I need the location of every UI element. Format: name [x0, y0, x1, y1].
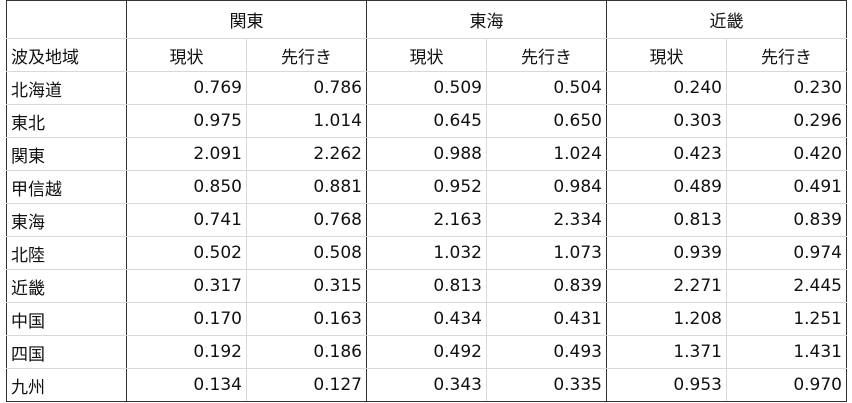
value-cell: 2.334	[486, 203, 607, 237]
column-header: 先行き	[726, 38, 847, 72]
value-cell: 0.423	[606, 137, 727, 171]
value-cell: 1.251	[726, 302, 847, 336]
value-cell: 2.163	[366, 203, 487, 237]
data-row: 九州 0.134 0.127 0.343 0.335 0.953 0.970	[6, 368, 847, 402]
value-cell: 0.493	[486, 335, 607, 369]
data-row: 中国 0.170 0.163 0.434 0.431 1.208 1.251	[6, 302, 847, 336]
value-cell: 0.768	[246, 203, 367, 237]
value-cell: 1.014	[246, 104, 367, 138]
value-cell: 0.939	[606, 236, 727, 270]
value-cell: 0.134	[126, 368, 247, 402]
value-cell: 0.952	[366, 170, 487, 204]
table-body: 関東 東海 近畿 波及地域 現状 先行き 現状 先行き 現状 先行き 北海道 0.769 0.786 0.…	[6, 0, 847, 402]
value-cell: 0.186	[246, 335, 367, 369]
region-label: 北陸	[6, 236, 127, 270]
value-cell: 0.813	[606, 203, 727, 237]
value-cell: 0.504	[486, 71, 607, 105]
value-cell: 0.491	[726, 170, 847, 204]
value-cell: 0.492	[366, 335, 487, 369]
value-cell: 0.953	[606, 368, 727, 402]
subheader-row: 波及地域 現状 先行き 現状 先行き 現状 先行き	[6, 38, 847, 72]
data-row: 甲信越 0.850 0.881 0.952 0.984 0.489 0.491	[6, 170, 847, 204]
value-cell: 0.163	[246, 302, 367, 336]
column-header: 先行き	[246, 38, 367, 72]
region-label: 四国	[6, 335, 127, 369]
value-cell: 0.984	[486, 170, 607, 204]
value-cell: 0.315	[246, 269, 367, 303]
region-label: 近畿	[6, 269, 127, 303]
group-header: 東海	[366, 0, 607, 39]
region-label: 甲信越	[6, 170, 127, 204]
value-cell: 0.974	[726, 236, 847, 270]
data-row: 北海道 0.769 0.786 0.509 0.504 0.240 0.230	[6, 71, 847, 105]
data-row: 近畿 0.317 0.315 0.813 0.839 2.271 2.445	[6, 269, 847, 303]
group-header: 関東	[126, 0, 367, 39]
column-header: 先行き	[486, 38, 607, 72]
data-row: 東北 0.975 1.014 0.645 0.650 0.303 0.296	[6, 104, 847, 138]
data-row: 東海 0.741 0.768 2.163 2.334 0.813 0.839	[6, 203, 847, 237]
value-cell: 0.650	[486, 104, 607, 138]
value-cell: 2.445	[726, 269, 847, 303]
region-label: 九州	[6, 368, 127, 402]
value-cell: 0.769	[126, 71, 247, 105]
value-cell: 0.170	[126, 302, 247, 336]
value-cell: 0.230	[726, 71, 847, 105]
value-cell: 0.240	[606, 71, 727, 105]
row-header: 波及地域	[6, 38, 127, 72]
value-cell: 0.127	[246, 368, 367, 402]
value-cell: 0.434	[366, 302, 487, 336]
value-cell: 0.850	[126, 170, 247, 204]
data-row: 関東 2.091 2.262 0.988 1.024 0.423 0.420	[6, 137, 847, 171]
value-cell: 1.024	[486, 137, 607, 171]
value-cell: 1.208	[606, 302, 727, 336]
region-label: 関東	[6, 137, 127, 171]
value-cell: 1.431	[726, 335, 847, 369]
value-cell: 2.091	[126, 137, 247, 171]
value-cell: 0.988	[366, 137, 487, 171]
value-cell: 0.502	[126, 236, 247, 270]
data-table: 関東 東海 近畿 波及地域 現状 先行き 現状 先行き 現状 先行き 北海道 0.769 0.786 0.…	[6, 0, 847, 402]
value-cell: 0.741	[126, 203, 247, 237]
value-cell: 0.343	[366, 368, 487, 402]
value-cell: 0.786	[246, 71, 367, 105]
region-label: 東海	[6, 203, 127, 237]
region-label: 中国	[6, 302, 127, 336]
value-cell: 0.335	[486, 368, 607, 402]
value-cell: 0.509	[366, 71, 487, 105]
value-cell: 1.073	[486, 236, 607, 270]
data-row: 北陸 0.502 0.508 1.032 1.073 0.939 0.974	[6, 236, 847, 270]
value-cell: 1.032	[366, 236, 487, 270]
value-cell: 2.262	[246, 137, 367, 171]
column-header: 現状	[126, 38, 247, 72]
corner-cell	[6, 0, 127, 39]
value-cell: 0.508	[246, 236, 367, 270]
group-header: 近畿	[606, 0, 847, 39]
value-cell: 0.645	[366, 104, 487, 138]
header-row: 関東 東海 近畿	[6, 0, 847, 39]
region-label: 北海道	[6, 71, 127, 105]
value-cell: 0.317	[126, 269, 247, 303]
value-cell: 2.271	[606, 269, 727, 303]
column-header: 現状	[606, 38, 727, 72]
value-cell: 0.975	[126, 104, 247, 138]
value-cell: 0.489	[606, 170, 727, 204]
value-cell: 0.839	[726, 203, 847, 237]
value-cell: 0.192	[126, 335, 247, 369]
value-cell: 0.813	[366, 269, 487, 303]
value-cell: 0.970	[726, 368, 847, 402]
value-cell: 0.420	[726, 137, 847, 171]
data-row: 四国 0.192 0.186 0.492 0.493 1.371 1.431	[6, 335, 847, 369]
value-cell: 0.881	[246, 170, 367, 204]
column-header: 現状	[366, 38, 487, 72]
value-cell: 0.839	[486, 269, 607, 303]
value-cell: 1.371	[606, 335, 727, 369]
value-cell: 0.296	[726, 104, 847, 138]
value-cell: 0.303	[606, 104, 727, 138]
region-label: 東北	[6, 104, 127, 138]
value-cell: 0.431	[486, 302, 607, 336]
